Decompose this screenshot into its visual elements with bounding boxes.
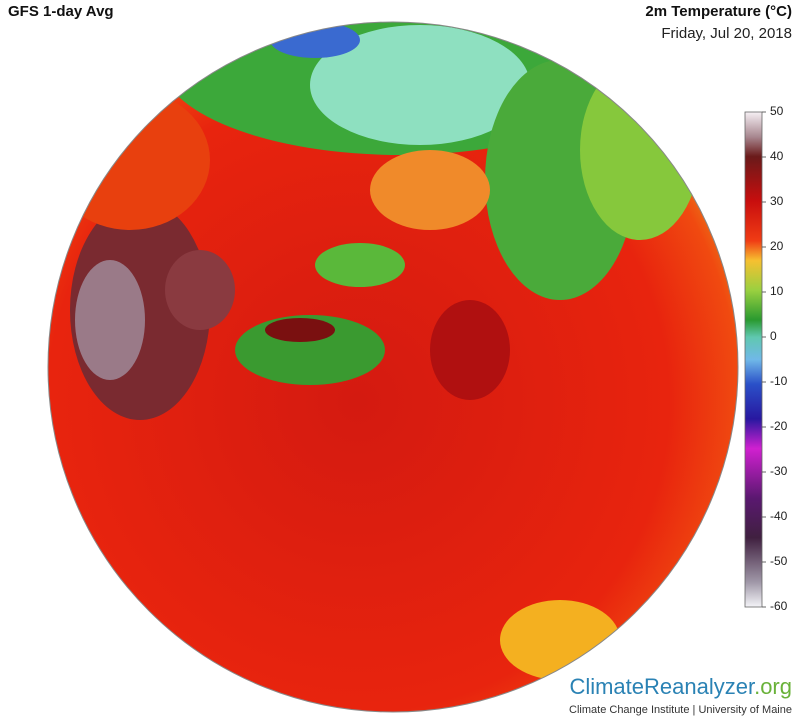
colorbar-tick-label: -40 [770,509,788,523]
china-hot [430,300,510,400]
colorbar-tick-label: 40 [770,149,784,163]
colorbar-tick-label: -60 [770,599,788,613]
site-logo: ClimateReanalyzer.org [569,674,792,699]
europe [50,90,210,230]
colorbar-tick-label: -50 [770,554,788,568]
colorbar-tick-label: -30 [770,464,788,478]
australia [500,600,620,680]
bering [580,60,700,240]
colorbar-tick-label: 50 [770,104,784,118]
siberia-warm [370,150,490,230]
tarim [265,318,335,342]
colorbar-tick-label: 30 [770,194,784,208]
mongolia [315,243,405,287]
credit: Climate Change Institute | University of… [569,704,792,716]
product-label: GFS 1-day Avg [8,3,114,20]
site-name: ClimateReanalyzer [569,674,755,699]
globe-outline [47,21,739,713]
iran-hot [165,250,235,330]
arctic-ice [310,25,530,145]
colorbar-tick-label: -20 [770,419,788,433]
temperature-field [50,22,700,680]
site-domain: .org [754,674,792,699]
colorbar-tick-label: 20 [770,239,784,253]
globe [47,21,739,713]
colorbar-ramp [744,111,763,608]
date-label: Friday, Jul 20, 2018 [661,25,792,42]
colorbar-tick-label: -10 [770,374,788,388]
colorbar-tick-label: 0 [770,329,777,343]
colorbar-tick-label: 10 [770,284,784,298]
colorbar: 50 40 30 20 10 0 -10 -20 -30 -40 -50 -60 [744,104,788,613]
variable-label: 2m Temperature (°C) [645,3,792,20]
arabia-hot [75,260,145,380]
